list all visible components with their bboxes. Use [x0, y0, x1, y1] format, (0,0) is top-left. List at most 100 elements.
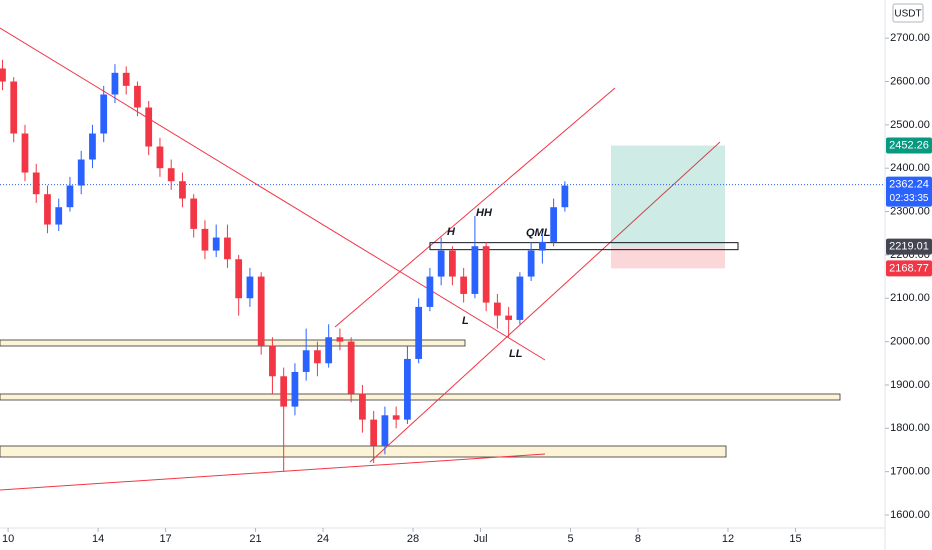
candle-body [291, 371, 299, 407]
annotation: LL [509, 348, 523, 360]
x-tick-label: 12 [722, 533, 734, 545]
candle-body [527, 250, 535, 277]
y-tick-label: 2300.00 [890, 205, 930, 217]
candle-body [21, 133, 29, 173]
stop-zone [611, 246, 725, 269]
candle-body [404, 358, 411, 420]
y-tick-label: 2500.00 [890, 119, 930, 131]
candle-body [44, 194, 51, 225]
candle-body [10, 81, 18, 134]
y-tick-label: 2600.00 [890, 75, 930, 87]
candle-body [280, 376, 288, 407]
currency: USDT [894, 9, 921, 20]
candle-body [257, 276, 265, 346]
candle-body [167, 168, 175, 182]
y-tick-label: 1600.00 [890, 509, 930, 521]
candle-body [516, 276, 524, 320]
candle-body [325, 337, 333, 364]
x-tick-label: 8 [635, 533, 641, 545]
candle-body [0, 68, 6, 82]
annotation: HH [476, 207, 493, 219]
annotation: H [447, 226, 456, 238]
candle-body [460, 276, 468, 294]
x-tick-label: 15 [789, 533, 801, 545]
qml-zone [429, 242, 739, 251]
candle-body [66, 185, 74, 208]
candle-body [89, 133, 96, 160]
candle-body [156, 146, 164, 169]
price-label: 2452.26 [889, 139, 929, 151]
candle-body [269, 345, 276, 377]
y-tick-label: 1700.00 [890, 466, 930, 478]
zone [0, 445, 727, 458]
candle-body [482, 246, 490, 303]
x-tick-label: 10 [2, 533, 14, 545]
candle-body [122, 72, 130, 86]
trendline [0, 27, 546, 361]
candle-body [539, 241, 546, 251]
zone [0, 339, 466, 347]
candle-body [550, 207, 558, 242]
candle-body [246, 276, 254, 299]
x-tick-label: 5 [567, 533, 573, 545]
price-label-box [886, 238, 932, 255]
candle-body [100, 94, 108, 134]
y-tick-label: 1800.00 [890, 422, 930, 434]
candle-body [179, 181, 186, 199]
trendline [0, 453, 546, 491]
annotation: L [462, 315, 469, 327]
candle-body [224, 237, 231, 260]
candle-body [505, 315, 513, 320]
candle-body [111, 72, 119, 95]
zone [0, 393, 841, 401]
x-tick-label: 24 [317, 533, 329, 545]
y-tick-label: 1900.00 [890, 379, 930, 391]
x-tick-label: 17 [159, 533, 171, 545]
trendline [334, 87, 616, 328]
candle-body [415, 306, 423, 359]
candle-body [134, 85, 141, 108]
countdown: 02:33:35 [890, 193, 929, 204]
candle-body [471, 246, 479, 294]
price-label: 2219.01 [889, 241, 929, 253]
candle-body [32, 172, 40, 195]
y-tick-label: 2000.00 [890, 336, 930, 348]
x-tick-label: 14 [92, 533, 104, 545]
candle-body [77, 159, 85, 186]
price-label-box [886, 137, 932, 154]
annotation: QML [526, 227, 551, 239]
y-tick-label: 2400.00 [890, 162, 930, 174]
trendline [369, 141, 721, 463]
price-label-box [886, 260, 932, 277]
x-tick-label: Jul [473, 533, 487, 545]
x-tick-label: 28 [407, 533, 419, 545]
candle-body [561, 185, 569, 208]
candle-body [449, 250, 456, 277]
candle-body [336, 337, 344, 342]
candle-body [145, 107, 153, 147]
candle-body [190, 198, 198, 229]
candle-body [347, 341, 355, 394]
y-tick-label: 2700.00 [890, 32, 930, 44]
drawings [0, 27, 841, 491]
candle-body [302, 350, 310, 372]
y-tick-label: 2100.00 [890, 292, 930, 304]
candle-body [437, 250, 445, 277]
price-label-box [886, 176, 932, 207]
candle-body [426, 276, 434, 307]
price-label: 2362.24 [889, 178, 929, 190]
candle-body [235, 259, 243, 299]
price-label: 2168.77 [889, 262, 929, 274]
x-tick-label: 21 [249, 533, 261, 545]
candle-body [55, 207, 63, 225]
candle-body [212, 237, 220, 251]
currency-box [892, 3, 924, 23]
candle-body [359, 393, 366, 420]
candle-body [392, 415, 400, 420]
candle-body [201, 228, 209, 251]
candle-body [494, 302, 501, 316]
candle-body [314, 350, 321, 364]
candle-body [370, 419, 378, 446]
